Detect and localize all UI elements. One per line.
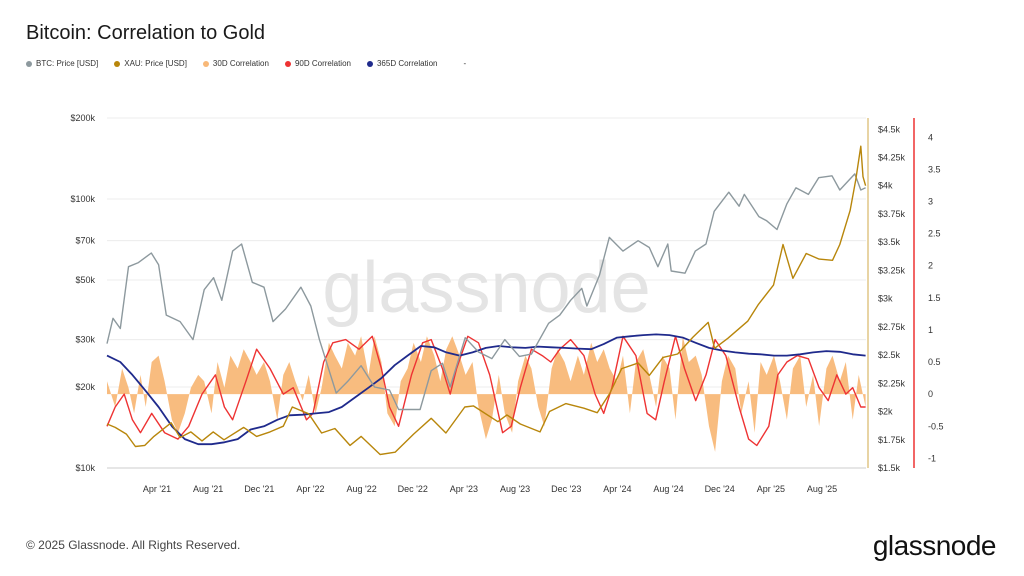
y-xau-tick-label: $4.5k (878, 124, 901, 134)
legend-label: BTC: Price [USD] (36, 59, 99, 68)
legend-swatch (284, 60, 291, 67)
y-corr-tick-label: 2 (928, 261, 933, 271)
x-tick-label: Apr '23 (450, 484, 478, 494)
legend-swatch (26, 60, 32, 67)
legend-label: 365D Correlation (376, 59, 438, 68)
x-tick-label: Aug '23 (500, 484, 530, 494)
y-xau-tick-label: $4.25k (878, 153, 906, 163)
y-corr-tick-label: 0 (928, 389, 933, 399)
x-tick-label: Dec '24 (705, 484, 735, 494)
y-xau-tick-label: $1.5k (878, 463, 901, 473)
legend-item[interactable]: BTC: Price [USD] (26, 59, 98, 68)
legend-item[interactable]: XAU: Price [USD] (114, 59, 187, 68)
y-xau-tick-label: $2.25k (878, 378, 906, 388)
legend-item[interactable]: - (453, 59, 466, 68)
legend-swatch (366, 60, 373, 67)
x-tick-label: Dec '21 (244, 484, 274, 494)
y-xau-tick-label: $2k (878, 407, 893, 417)
y-left-tick-label: $30k (75, 335, 95, 345)
x-tick-label: Aug '22 (346, 484, 376, 494)
y-left-tick-label: $20k (75, 382, 95, 392)
x-tick-label: Apr '25 (757, 484, 785, 494)
y-xau-tick-label: $1.75k (878, 435, 906, 445)
chart-title: Bitcoin: Correlation to Gold (26, 22, 266, 44)
series-365d-correlation-line (106, 333, 866, 446)
x-tick-label: Apr '21 (143, 484, 171, 494)
y-corr-tick-label: 3.5 (928, 164, 941, 174)
y-corr-tick-label: 2.5 (928, 229, 941, 239)
legend-item[interactable]: 90D Correlation (284, 59, 351, 68)
brand-logo: glassnode (872, 530, 997, 561)
y-xau-tick-label: $3.75k (878, 209, 906, 219)
y-corr-tick-label: 0.5 (928, 357, 941, 367)
legend-label: 30D Correlation (212, 59, 269, 68)
y-xau-tick-label: $3.25k (878, 265, 906, 275)
y-corr-tick-label: 1.5 (928, 293, 941, 303)
y-corr-tick-label: -0.5 (928, 421, 944, 431)
y-corr-tick-label: -1 (928, 453, 936, 463)
y-corr-tick-label: 3 (928, 196, 933, 206)
legend: BTC: Price [USD] XAU: Price [USD] 30D Corr… (26, 59, 466, 68)
y-xau-tick-label: $2.5k (878, 350, 901, 360)
legend-item[interactable]: 365D Correlation (366, 59, 438, 68)
series-90d-correlation-line (106, 335, 866, 447)
legend-label: - (463, 59, 467, 68)
x-tick-label: Aug '25 (807, 484, 837, 494)
y-left-tick-label: $70k (75, 236, 95, 246)
series-btc-price-usd-line (106, 173, 866, 411)
y-xau-tick-label: $3.5k (878, 237, 901, 247)
legend-label: XAU: Price [USD] (124, 59, 187, 68)
x-tick-label: Dec '22 (398, 484, 428, 494)
y-left-tick-label: $200k (70, 113, 95, 123)
y-xau-tick-label: $2.75k (878, 322, 906, 332)
copyright-text: © 2025 Glassnode. All Rights Reserved. (26, 538, 241, 552)
series-30d-correlation-area (107, 336, 866, 452)
y-left-tick-label: $10k (75, 463, 95, 473)
x-tick-label: Apr '24 (603, 484, 631, 494)
legend-swatch (114, 60, 121, 67)
x-tick-label: Apr '22 (296, 484, 324, 494)
x-tick-label: Aug '21 (193, 484, 223, 494)
x-tick-label: Aug '24 (653, 484, 683, 494)
y-left-tick-label: $100k (70, 194, 95, 204)
y-corr-tick-label: 4 (928, 132, 933, 142)
series-xau-price-usd-line (106, 145, 867, 456)
legend-swatch (202, 60, 209, 67)
watermark: glassnode (322, 248, 650, 328)
legend-item[interactable]: 30D Correlation (202, 59, 269, 68)
y-left-tick-label: $50k (75, 275, 95, 285)
y-corr-tick-label: 1 (928, 325, 933, 335)
y-xau-tick-label: $4k (878, 181, 893, 191)
x-tick-label: Dec '23 (551, 484, 581, 494)
legend-swatch (453, 60, 460, 67)
y-xau-tick-label: $3k (878, 294, 893, 304)
legend-label: 90D Correlation (294, 59, 351, 68)
